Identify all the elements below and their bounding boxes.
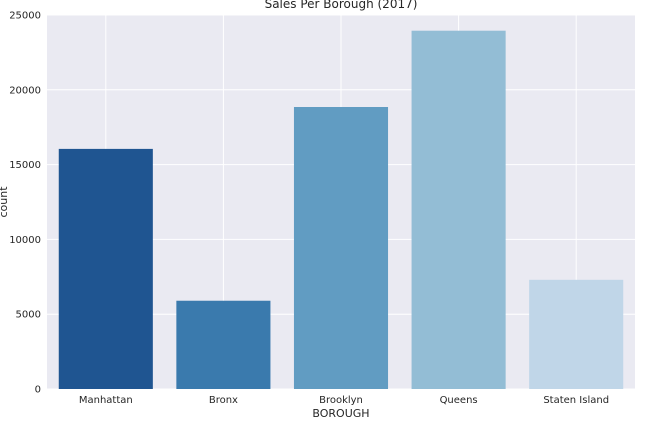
- x-tick-label: Staten Island: [543, 395, 609, 406]
- y-tick-labels: 0 5000 10000 15000 20000 25000: [9, 11, 41, 396]
- x-tick-label: Queens: [440, 395, 478, 406]
- bar-queens: [411, 30, 506, 389]
- y-tick-label: 10000: [9, 235, 41, 246]
- x-tick-label: Brooklyn: [319, 395, 363, 406]
- x-axis-label: BOROUGH: [312, 407, 369, 420]
- y-tick-label: 0: [35, 385, 41, 396]
- bar-staten-island: [529, 279, 624, 389]
- x-tick-label: Bronx: [209, 395, 238, 406]
- bars: [58, 30, 624, 389]
- y-tick-label: 25000: [9, 11, 41, 22]
- bar-manhattan: [58, 148, 153, 389]
- y-axis-label: count: [0, 186, 10, 218]
- y-tick-label: 15000: [9, 160, 41, 171]
- x-tick-label: Manhattan: [79, 395, 133, 406]
- x-tick-labels: Manhattan Bronx Brooklyn Queens Staten Islan…: [79, 395, 609, 406]
- y-tick-label: 20000: [9, 85, 41, 96]
- bar-bronx: [176, 300, 271, 389]
- chart-title: Sales Per Borough (2017): [265, 0, 418, 11]
- bar-brooklyn: [293, 107, 389, 389]
- y-tick-label: 5000: [16, 310, 41, 321]
